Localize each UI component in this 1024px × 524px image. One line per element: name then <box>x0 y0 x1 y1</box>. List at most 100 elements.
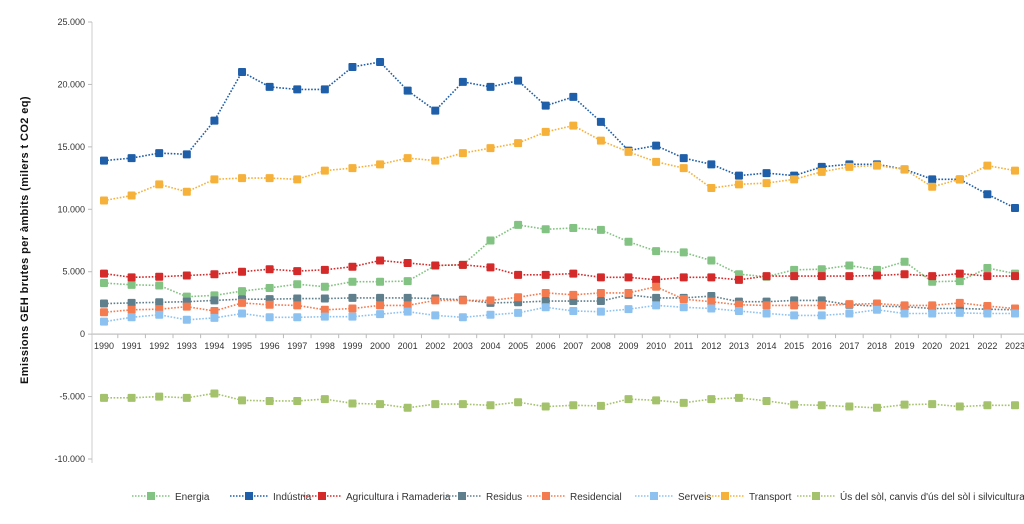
data-point[interactable] <box>100 278 108 287</box>
data-point[interactable] <box>127 305 136 314</box>
data-point[interactable] <box>817 401 826 410</box>
data-point[interactable] <box>431 311 440 320</box>
data-point[interactable] <box>238 67 247 76</box>
data-point[interactable] <box>182 302 191 311</box>
data-point[interactable] <box>790 301 799 310</box>
legend-item[interactable]: Agricultura i Ramaderia <box>303 492 451 503</box>
data-point[interactable] <box>679 248 688 257</box>
data-point[interactable] <box>376 400 385 409</box>
data-point[interactable] <box>348 62 357 71</box>
data-point[interactable] <box>348 164 357 173</box>
data-point[interactable] <box>348 399 357 408</box>
data-point[interactable] <box>514 293 523 302</box>
data-point[interactable] <box>955 175 964 184</box>
data-point[interactable] <box>403 86 412 95</box>
data-point[interactable] <box>238 309 247 318</box>
data-point[interactable] <box>293 85 302 94</box>
data-point[interactable] <box>293 396 302 405</box>
data-point[interactable] <box>320 312 329 321</box>
data-point[interactable] <box>762 301 771 310</box>
data-point[interactable] <box>320 395 329 404</box>
data-point[interactable] <box>541 127 550 136</box>
data-point[interactable] <box>100 196 108 205</box>
data-point[interactable] <box>541 303 550 312</box>
data-point[interactable] <box>541 288 550 297</box>
data-point[interactable] <box>596 401 605 410</box>
data-point[interactable] <box>182 187 191 196</box>
data-point[interactable] <box>734 180 743 189</box>
data-point[interactable] <box>514 220 523 229</box>
data-point[interactable] <box>265 82 274 91</box>
data-point[interactable] <box>403 307 412 316</box>
data-point[interactable] <box>348 293 357 302</box>
data-point[interactable] <box>293 313 302 322</box>
data-point[interactable] <box>238 396 247 405</box>
data-point[interactable] <box>652 157 661 166</box>
data-point[interactable] <box>514 308 523 317</box>
data-point[interactable] <box>955 308 964 317</box>
data-point[interactable] <box>100 299 108 308</box>
data-point[interactable] <box>431 400 440 409</box>
data-point[interactable] <box>762 169 771 178</box>
data-point[interactable] <box>403 403 412 412</box>
data-point[interactable] <box>679 164 688 173</box>
data-point[interactable] <box>514 139 523 148</box>
data-point[interactable] <box>348 262 357 271</box>
data-point[interactable] <box>541 297 550 306</box>
data-point[interactable] <box>127 280 136 289</box>
data-point[interactable] <box>100 317 108 326</box>
data-point[interactable] <box>431 261 440 270</box>
data-point[interactable] <box>762 309 771 318</box>
data-point[interactable] <box>376 57 385 66</box>
data-point[interactable] <box>210 313 219 322</box>
data-point[interactable] <box>955 269 964 278</box>
data-point[interactable] <box>679 295 688 304</box>
data-point[interactable] <box>955 298 964 307</box>
data-point[interactable] <box>182 271 191 280</box>
data-point[interactable] <box>431 296 440 305</box>
data-point[interactable] <box>596 136 605 145</box>
legend-item[interactable]: Ús del sòl, canvis d'ús del sòl i silvic… <box>797 490 1024 503</box>
data-point[interactable] <box>100 308 108 317</box>
data-point[interactable] <box>182 393 191 402</box>
data-point[interactable] <box>624 305 633 314</box>
data-point[interactable] <box>596 273 605 282</box>
data-point[interactable] <box>596 307 605 316</box>
data-point[interactable] <box>707 160 716 169</box>
data-point[interactable] <box>265 313 274 322</box>
data-point[interactable] <box>845 300 854 309</box>
data-point[interactable] <box>652 293 661 302</box>
legend-item[interactable]: Serveis <box>635 492 711 503</box>
data-point[interactable] <box>817 265 826 274</box>
data-point[interactable] <box>817 167 826 176</box>
data-point[interactable] <box>155 392 164 401</box>
data-point[interactable] <box>486 401 495 410</box>
data-point[interactable] <box>127 191 136 200</box>
data-point[interactable] <box>928 175 937 184</box>
data-point[interactable] <box>238 267 247 276</box>
data-point[interactable] <box>569 307 578 316</box>
data-point[interactable] <box>762 272 771 281</box>
data-point[interactable] <box>320 85 329 94</box>
data-point[interactable] <box>900 270 909 279</box>
data-point[interactable] <box>293 280 302 289</box>
data-point[interactable] <box>238 174 247 183</box>
data-point[interactable] <box>155 281 164 290</box>
data-point[interactable] <box>762 179 771 188</box>
data-point[interactable] <box>955 402 964 411</box>
data-point[interactable] <box>652 396 661 405</box>
data-point[interactable] <box>320 265 329 274</box>
data-point[interactable] <box>100 269 108 278</box>
data-point[interactable] <box>376 160 385 169</box>
data-point[interactable] <box>928 400 937 409</box>
data-point[interactable] <box>293 267 302 276</box>
data-point[interactable] <box>458 313 467 322</box>
data-point[interactable] <box>376 293 385 302</box>
data-point[interactable] <box>265 265 274 274</box>
data-point[interactable] <box>458 296 467 305</box>
data-point[interactable] <box>403 277 412 286</box>
legend-item[interactable]: Residencial <box>527 492 622 503</box>
data-point[interactable] <box>210 296 219 305</box>
data-point[interactable] <box>734 393 743 402</box>
data-point[interactable] <box>458 260 467 269</box>
